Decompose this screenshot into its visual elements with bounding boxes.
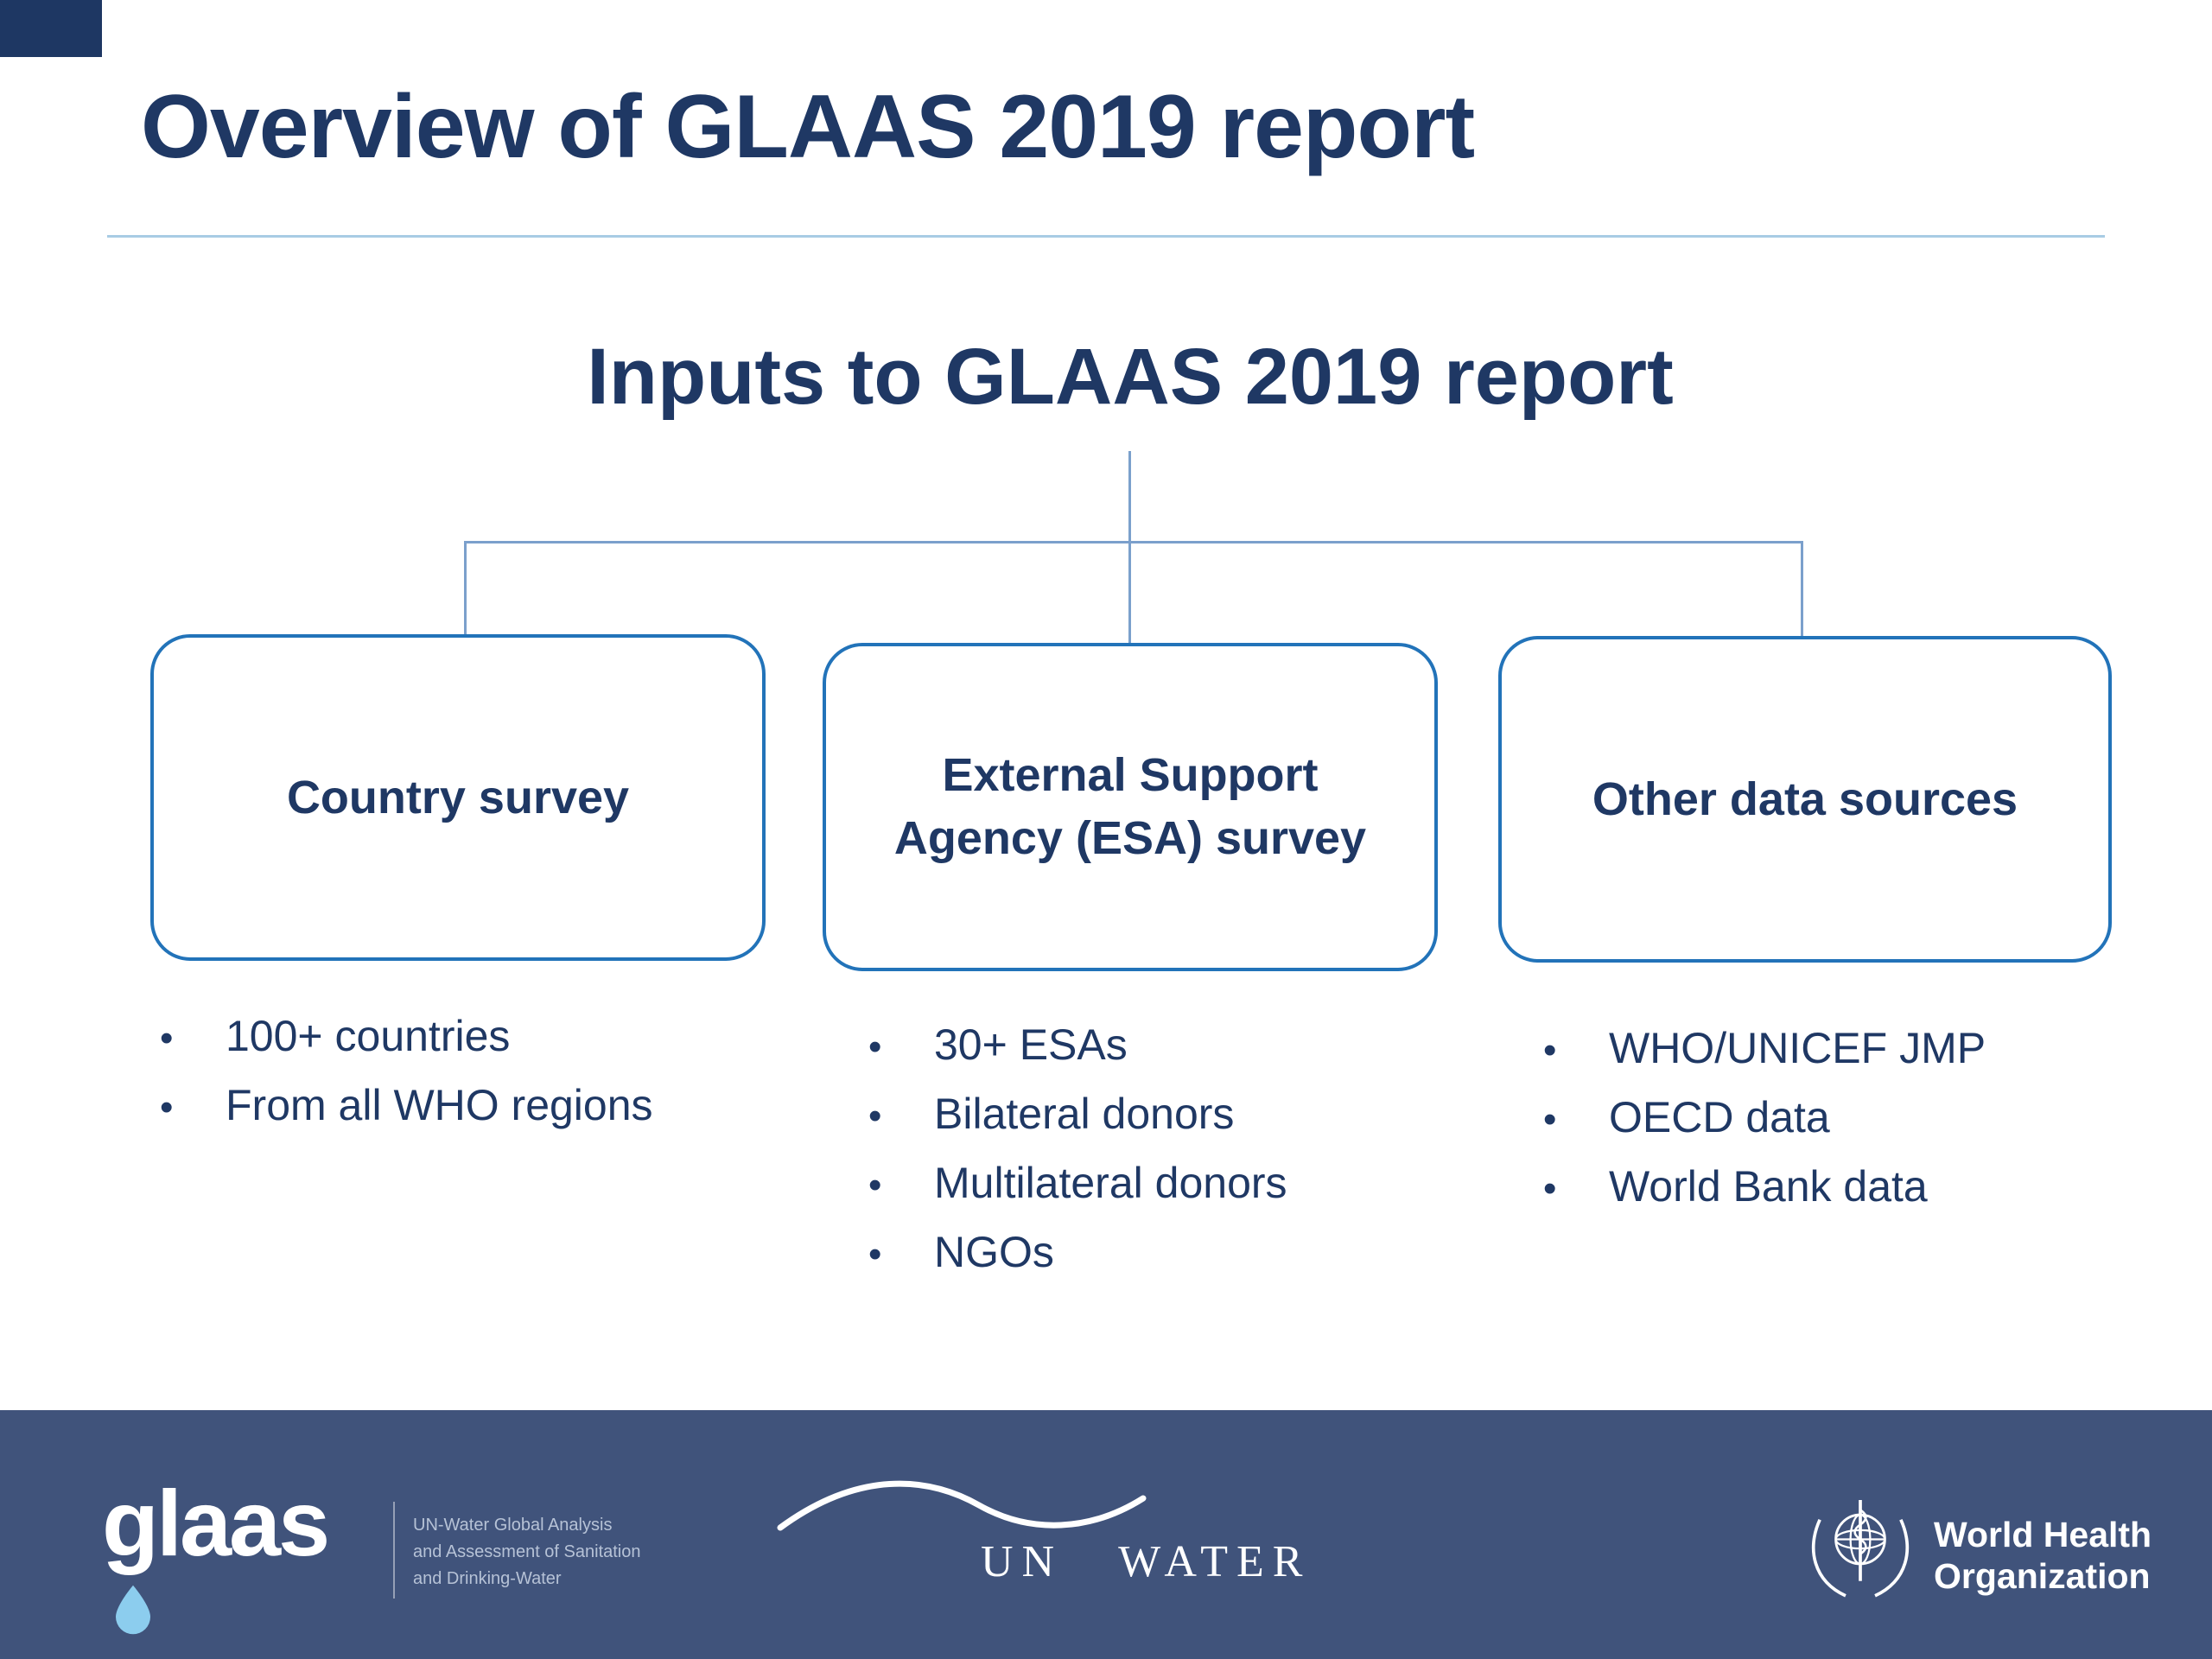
esa-survey-bullets: 30+ ESAs Bilateral donors Multilateral d… <box>868 1021 1287 1298</box>
list-item: Multilateral donors <box>868 1160 1287 1206</box>
page-title: Overview of GLAAS 2019 report <box>141 77 1475 177</box>
country-survey-bullets: 100+ countries From all WHO regions <box>160 1013 653 1151</box>
connector-vertical-left <box>464 541 467 636</box>
glaas-logo: glaas <box>102 1471 330 1575</box>
un-water-logo: UN WATER <box>981 1536 1311 1587</box>
glaas-tagline-line: and Drinking-Water <box>413 1569 562 1588</box>
glaas-tagline: UN-Water Global Analysis and Assessment … <box>413 1512 641 1592</box>
node-country-survey-label: Country survey <box>286 771 630 823</box>
node-other-data-sources-label: Other data sources <box>1592 772 2018 825</box>
list-item: Bilateral donors <box>868 1090 1287 1137</box>
connector-vertical-right <box>1801 541 1803 638</box>
list-item: WHO/UNICEF JMP <box>1543 1025 1986 1071</box>
connector-vertical-center <box>1128 451 1131 646</box>
list-item: OECD data <box>1543 1094 1986 1141</box>
other-sources-bullets: WHO/UNICEF JMP OECD data World Bank data <box>1543 1025 1986 1232</box>
glaas-tagline-line: UN-Water Global Analysis <box>413 1516 613 1535</box>
glaas-tagline-line: and Assessment of Sanitation <box>413 1542 641 1561</box>
list-item: 30+ ESAs <box>868 1021 1287 1068</box>
footer-divider <box>393 1502 395 1599</box>
list-item: From all WHO regions <box>160 1082 653 1128</box>
who-name-line: World Health <box>1934 1515 2152 1554</box>
node-country-survey: Country survey <box>150 634 766 961</box>
footer-bar <box>0 1410 2212 1659</box>
who-name-line: Organization <box>1934 1556 2151 1597</box>
diagram-title: Inputs to GLAAS 2019 report <box>587 333 1674 421</box>
title-underline <box>107 235 2105 238</box>
who-logo-text: World Health Organization <box>1934 1514 2152 1598</box>
corner-accent-block <box>0 0 102 57</box>
droplet-icon <box>116 1585 150 1635</box>
node-esa-survey-label: External Support Agency (ESA) survey <box>893 749 1367 864</box>
list-item: 100+ countries <box>160 1013 653 1059</box>
wave-icon <box>777 1480 1147 1531</box>
un-water-un: UN <box>981 1537 1064 1586</box>
node-other-data-sources: Other data sources <box>1498 636 2112 963</box>
connector-horizontal <box>464 541 1803 543</box>
node-esa-survey: External Support Agency (ESA) survey <box>823 643 1438 971</box>
list-item: World Bank data <box>1543 1163 1986 1210</box>
un-water-water: WATER <box>1118 1537 1312 1586</box>
list-item: NGOs <box>868 1229 1287 1275</box>
who-emblem-icon <box>1811 1500 1910 1598</box>
